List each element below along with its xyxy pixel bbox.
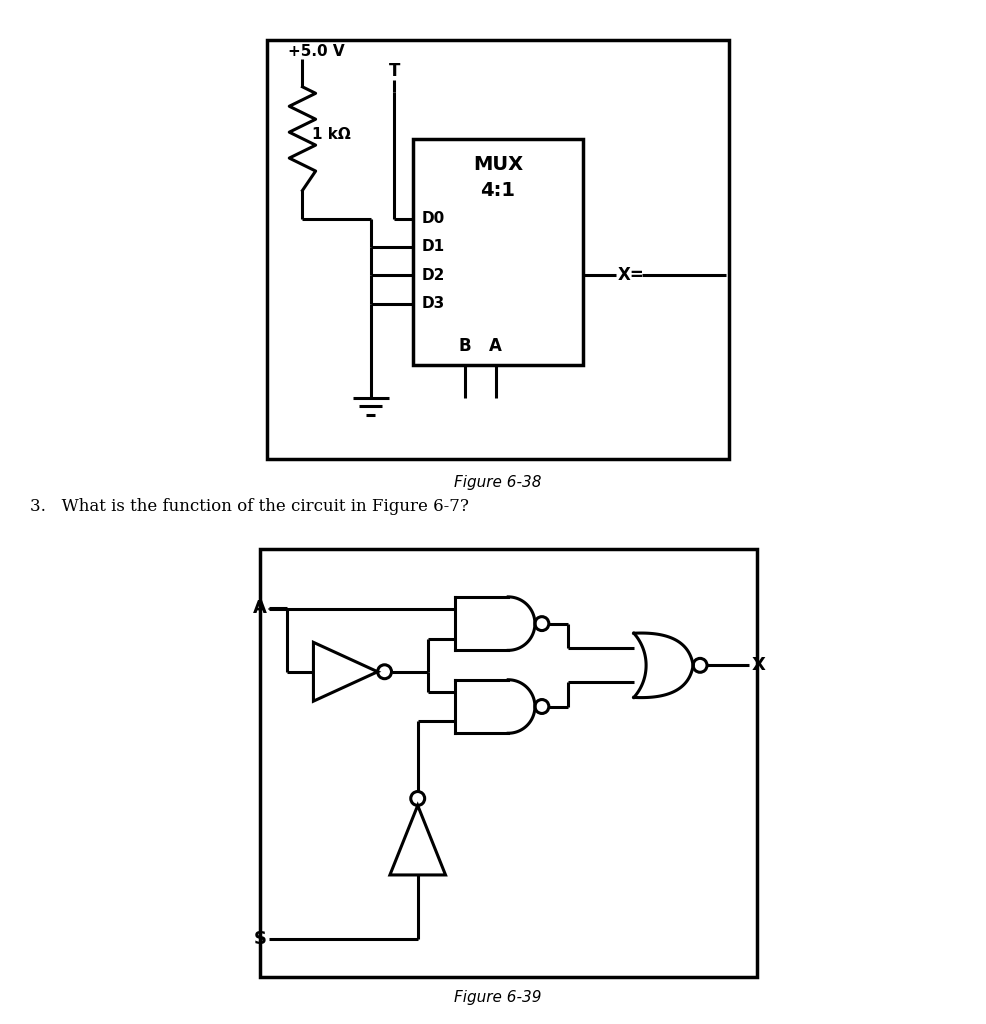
Text: Figure 6-39: Figure 6-39: [455, 990, 541, 1006]
Bar: [267, 40, 729, 459]
Text: MUX: MUX: [473, 155, 523, 174]
Text: X=: X=: [618, 266, 645, 285]
Bar: [260, 549, 757, 977]
Text: Figure 6-38: Figure 6-38: [455, 475, 541, 490]
Text: D0: D0: [422, 211, 445, 226]
Text: D1: D1: [422, 240, 445, 255]
Text: 1 kΩ: 1 kΩ: [312, 127, 351, 141]
Text: B: B: [458, 337, 471, 355]
Text: 4:1: 4:1: [480, 181, 516, 200]
Text: A: A: [253, 599, 267, 616]
Text: S: S: [254, 930, 267, 948]
Text: 3.   What is the function of the circuit in Figure 6-7?: 3. What is the function of the circuit i…: [30, 499, 468, 515]
Text: D3: D3: [422, 296, 445, 311]
Text: X: X: [752, 656, 766, 675]
Text: D2: D2: [422, 267, 445, 283]
Text: +5.0 V: +5.0 V: [288, 44, 345, 59]
Text: A: A: [489, 337, 502, 355]
Bar: [413, 138, 583, 365]
Text: T: T: [388, 61, 400, 80]
